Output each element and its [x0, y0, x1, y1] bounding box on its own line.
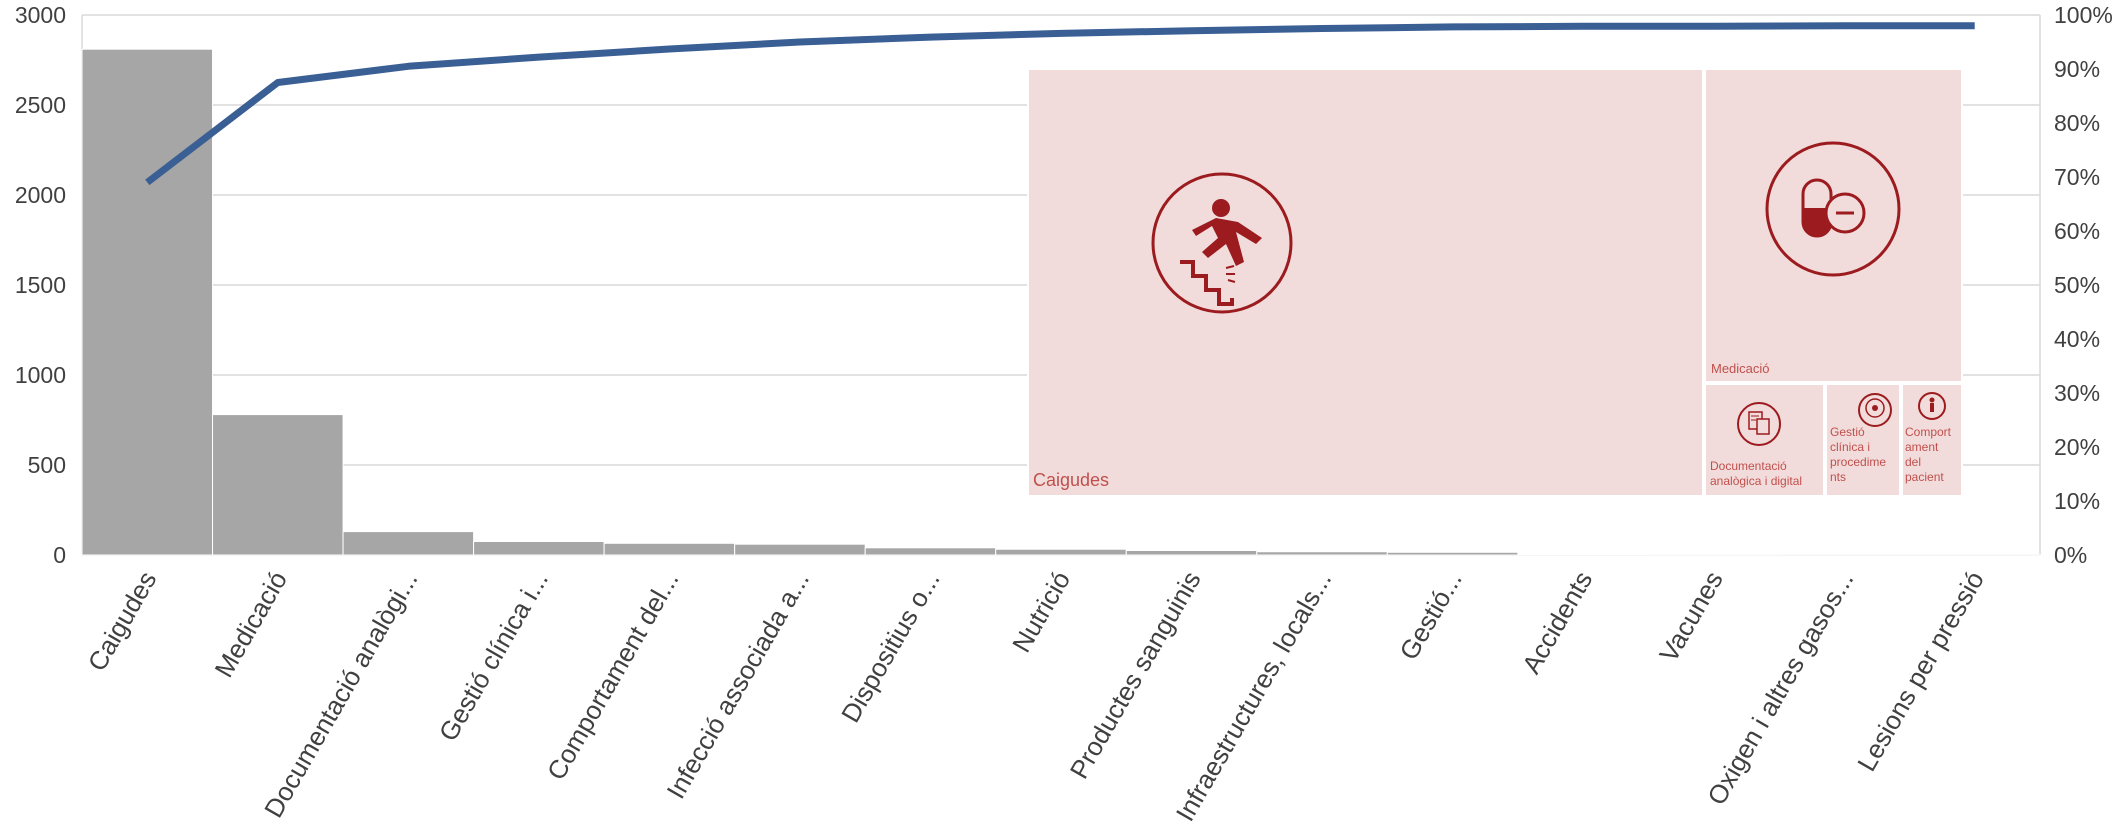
- category-label: Medicació: [208, 566, 293, 682]
- left-tick-label: 2500: [15, 92, 66, 118]
- right-tick-label: 90%: [2054, 56, 2100, 82]
- treemap-label-medicacio: Medicació: [1711, 361, 1770, 376]
- left-tick-label: 500: [28, 452, 66, 478]
- right-tick-label: 30%: [2054, 380, 2100, 406]
- bar: [864, 547, 997, 556]
- bar: [734, 543, 866, 556]
- bar: [1256, 551, 1388, 556]
- treemap-tile-documentacio: [1704, 383, 1825, 497]
- treemap-inset: Caigudes Medicació Documentació analògic…: [1027, 68, 1963, 497]
- category-label: Infecció associada a...: [661, 566, 816, 804]
- category-label: Documentació analògi...: [258, 566, 423, 823]
- clinical-management-icon: [1858, 393, 1892, 427]
- fall-stairs-icon: [1151, 172, 1293, 314]
- category-label: Lesions per pressió: [1851, 566, 1990, 776]
- category-label: Caigudes: [82, 566, 163, 676]
- treemap-tile-gestio: [1825, 383, 1901, 497]
- right-tick-label: 50%: [2054, 272, 2100, 298]
- bar: [995, 548, 1127, 556]
- treemap-tile-caigudes: [1027, 68, 1704, 497]
- cumulative-line: [145, 22, 1975, 186]
- left-tick-label: 0: [53, 542, 66, 568]
- right-tick-label: 20%: [2054, 434, 2100, 460]
- category-label: Comportament del...: [541, 566, 685, 785]
- bar: [473, 541, 605, 556]
- right-tick-label: 70%: [2054, 164, 2100, 190]
- category-label: Infraestructures, locals...: [1170, 566, 1338, 824]
- left-tick-label: 3000: [15, 2, 66, 28]
- treemap-label-gestio: Gestió clínica i procedime nts: [1830, 425, 1889, 484]
- bar: [603, 542, 736, 556]
- bar: [1386, 551, 1519, 556]
- left-axis: 0 500 1000 1500 2000 2500 3000: [15, 2, 66, 568]
- treemap-tile-comportament: [1901, 383, 1963, 497]
- category-label: Dispositius o...: [835, 566, 946, 727]
- document-icon: [1737, 402, 1781, 446]
- cumulative-line-series: [145, 22, 1975, 186]
- treemap-label-documentacio: Documentació analògica i digital: [1710, 459, 1802, 488]
- bar: [212, 414, 344, 556]
- category-label: Vacunes: [1653, 566, 1729, 667]
- category-label: Gestió clínica i...: [433, 566, 554, 746]
- treemap-label-caigudes: Caigudes: [1033, 470, 1109, 490]
- category-label: Nutrició: [1006, 566, 1076, 657]
- right-tick-label: 100%: [2054, 2, 2113, 28]
- category-label: Gestió...: [1393, 566, 1467, 665]
- right-tick-label: 0%: [2054, 542, 2087, 568]
- category-label: Accidents: [1516, 566, 1598, 679]
- bar-series: [81, 48, 2041, 556]
- bar: [81, 48, 214, 556]
- category-label: Productes sanguinis: [1064, 566, 1207, 784]
- bar: [1517, 553, 1649, 556]
- bar: [1125, 550, 1258, 556]
- right-axis: 0% 10% 20% 30% 40% 50% 60% 70% 80% 90% 100%: [2054, 2, 2113, 568]
- left-tick-label: 1500: [15, 272, 66, 298]
- bar: [342, 531, 475, 556]
- right-tick-label: 60%: [2054, 218, 2100, 244]
- treemap-label-comportament: Comport ament del pacient: [1905, 425, 1954, 484]
- pill-minus-icon: [1765, 141, 1901, 277]
- right-tick-label: 40%: [2054, 326, 2100, 352]
- patient-behavior-icon: [1918, 392, 1946, 420]
- left-tick-label: 2000: [15, 182, 66, 208]
- left-tick-label: 1000: [15, 362, 66, 388]
- right-tick-label: 80%: [2054, 110, 2100, 136]
- right-tick-label: 10%: [2054, 488, 2100, 514]
- category-label: Oxigen i altres gasos...: [1701, 566, 1859, 810]
